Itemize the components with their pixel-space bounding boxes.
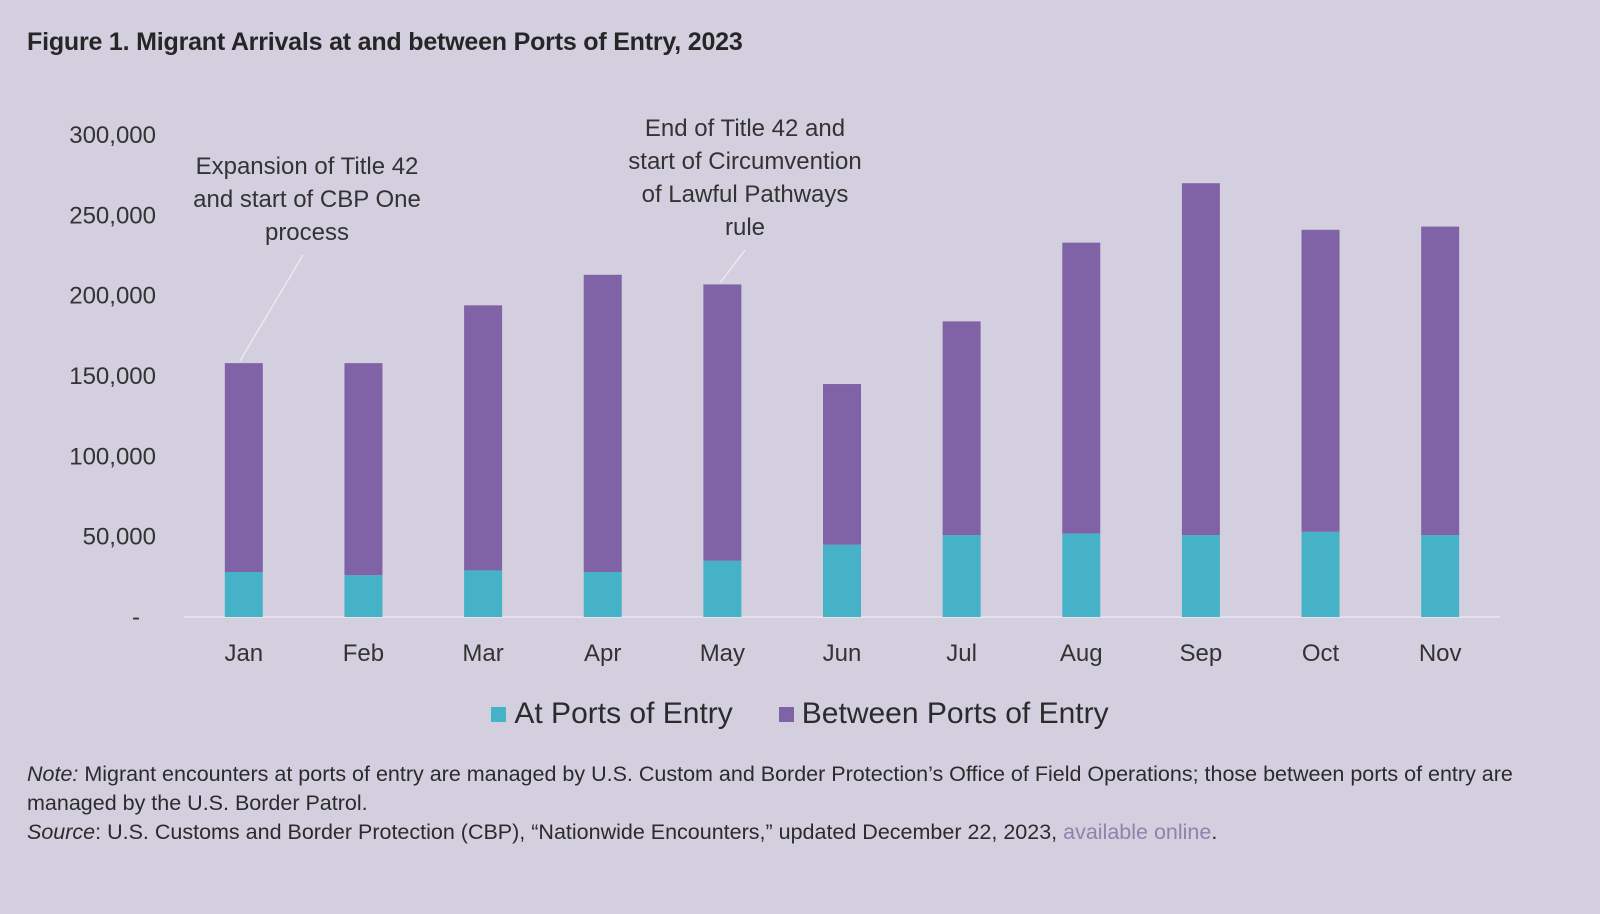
- bar-at-ports: [1421, 535, 1460, 617]
- x-tick-label: Mar: [462, 640, 503, 667]
- bar-at-ports: [224, 572, 263, 617]
- x-tick-label: Jun: [823, 640, 862, 667]
- x-tick-label: Aug: [1060, 640, 1103, 667]
- bar-between-ports: [1421, 226, 1460, 536]
- bar-between-ports: [1301, 229, 1340, 532]
- bar-between-ports: [464, 305, 503, 571]
- note-paragraph: Note: Migrant encounters at ports of ent…: [27, 760, 1577, 818]
- bar-between-ports: [583, 274, 622, 573]
- bar-at-ports: [344, 575, 383, 617]
- source-text: : U.S. Customs and Border Protection (CB…: [95, 820, 1064, 844]
- bar-between-ports: [942, 321, 981, 536]
- note-label: Note:: [27, 762, 79, 786]
- y-tick-label: 50,000: [83, 524, 156, 551]
- y-tick-label: -: [132, 604, 140, 631]
- chart-legend: At Ports of Entry Between Ports of Entry: [0, 694, 1600, 734]
- stacked-bar-chart: - 50,000 100,000 150,000 200,000 250,000 300,0…: [69, 115, 1500, 667]
- bar-between-ports: [1181, 183, 1220, 536]
- annotation-line: of Lawful Pathways: [642, 181, 849, 208]
- source-paragraph: Source: U.S. Customs and Border Protecti…: [27, 818, 1577, 847]
- legend-item-at-ports: At Ports of Entry: [491, 697, 733, 731]
- bar-at-ports: [942, 535, 981, 617]
- source-end: .: [1211, 820, 1218, 844]
- legend-label-at-ports: At Ports of Entry: [514, 697, 733, 730]
- bar-between-ports: [703, 284, 742, 561]
- bar-at-ports: [703, 560, 742, 617]
- legend-label-between-ports: Between Ports of Entry: [801, 697, 1109, 730]
- annotation-line: start of Circumvention: [628, 148, 861, 175]
- x-tick-label: Nov: [1419, 640, 1462, 667]
- figure-notes: Note: Migrant encounters at ports of ent…: [27, 760, 1577, 847]
- legend-item-between-ports: Between Ports of Entry: [778, 697, 1109, 731]
- x-tick-label: Jan: [224, 640, 263, 667]
- annotation-line: process: [265, 219, 349, 246]
- x-tick-label: Apr: [584, 640, 621, 667]
- annotation-leader-line: [719, 249, 746, 283]
- y-tick-label: 200,000: [69, 283, 156, 310]
- note-text: Migrant encounters at ports of entry are…: [27, 762, 1513, 815]
- annotation-leader-line: [239, 254, 304, 362]
- bar-between-ports: [344, 363, 383, 576]
- y-tick-label: 250,000: [69, 202, 156, 229]
- x-tick-label: May: [700, 640, 745, 667]
- y-tick-label: 150,000: [69, 363, 156, 390]
- x-tick-label: Oct: [1302, 640, 1340, 667]
- source-label: Source: [27, 820, 96, 844]
- annotation-text: Expansion of Title 42 and start of CBP On…: [193, 153, 421, 246]
- bar-at-ports: [583, 572, 622, 617]
- bar-at-ports: [1301, 531, 1340, 617]
- x-tick-label: Sep: [1180, 640, 1223, 667]
- source-link[interactable]: available online: [1063, 820, 1212, 844]
- x-tick-label: Jul: [946, 640, 977, 667]
- annotation-line: rule: [725, 214, 765, 241]
- y-tick-label: 100,000: [69, 443, 156, 470]
- figure-title: Figure 1. Migrant Arrivals at and betwee…: [27, 28, 743, 56]
- legend-swatch-between-ports: [778, 706, 794, 722]
- bar-at-ports: [464, 570, 503, 617]
- bar-between-ports: [224, 363, 263, 573]
- annotation-line: and start of CBP One: [193, 186, 421, 213]
- bar-at-ports: [1181, 535, 1220, 617]
- bar-between-ports: [823, 384, 861, 545]
- annotation-line: Expansion of Title 42: [196, 153, 419, 180]
- legend-swatch-at-ports: [491, 706, 507, 722]
- x-tick-label: Feb: [343, 640, 384, 667]
- bar-at-ports: [1062, 533, 1101, 617]
- bar-between-ports: [1062, 242, 1101, 534]
- bar-at-ports: [823, 544, 861, 617]
- y-tick-label: 300,000: [69, 122, 156, 149]
- annotation-text: End of Title 42 and start of Circumventio…: [628, 115, 861, 241]
- annotation-line: End of Title 42 and: [645, 115, 845, 142]
